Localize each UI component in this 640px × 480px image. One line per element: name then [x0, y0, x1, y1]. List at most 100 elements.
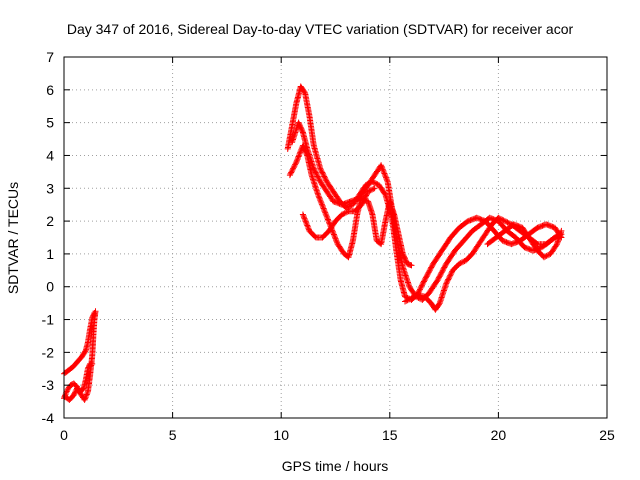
data-point: [500, 217, 507, 224]
data-point: [439, 267, 446, 274]
data-point: [369, 186, 375, 193]
chart-title: Day 347 of 2016, Sidereal Day-to-day VTE…: [67, 21, 574, 37]
data-point: [460, 258, 467, 265]
data-point: [297, 148, 304, 155]
data-point: [314, 172, 320, 179]
plot-frame: [63, 56, 608, 419]
data-point: [320, 204, 326, 211]
data-point: [496, 215, 503, 222]
y-tick-label: 6: [46, 82, 54, 98]
data-point: [318, 201, 325, 208]
y-tick-label: 0: [46, 279, 54, 295]
data-point: [310, 165, 317, 172]
data-point: [446, 273, 453, 280]
data-point: [290, 164, 297, 171]
data-point: [304, 223, 311, 230]
data-point: [458, 259, 465, 266]
data-point: [404, 297, 411, 304]
x-tick-label: 0: [60, 427, 68, 443]
data-point: [330, 230, 337, 237]
data-point: [418, 282, 425, 289]
data-point: [444, 277, 451, 284]
data-point: [286, 172, 293, 179]
data-point: [342, 209, 349, 216]
x-axis-label: GPS time / hours: [282, 458, 389, 474]
data-point: [415, 289, 422, 295]
data-point: [331, 232, 338, 239]
data-point: [420, 279, 427, 286]
data-point: [317, 165, 324, 172]
data-point: [373, 180, 380, 187]
y-tick-label: 2: [46, 213, 54, 229]
data-point: [372, 180, 378, 186]
data-point: [457, 260, 464, 267]
x-tick-label: 25: [599, 427, 615, 443]
data-point: [334, 239, 341, 246]
data-point: [359, 199, 366, 206]
data-point: [319, 170, 326, 177]
data-point: [360, 197, 367, 204]
y-tick-label: 4: [46, 147, 54, 163]
data-point: [322, 211, 329, 217]
data-point: [380, 169, 387, 176]
data-point: [411, 293, 418, 300]
data-point: [288, 169, 295, 176]
axis-ticks: 0 5 10 15 20 25 -4 -3 -2 -1 0 1 2 3 4 5 6 7: [42, 49, 615, 443]
series-points: [61, 83, 565, 403]
data-point: [503, 218, 510, 225]
data-point: [498, 216, 504, 223]
data-point: [447, 271, 454, 278]
grid-lines: [64, 57, 607, 418]
data-point: [70, 392, 77, 398]
data-point: [420, 278, 427, 285]
data-point: [379, 166, 386, 173]
data-point: [495, 214, 502, 221]
data-point: [363, 192, 370, 199]
data-point: [417, 285, 424, 291]
data-point: [363, 191, 370, 198]
data-point: [381, 171, 388, 178]
data-point: [361, 196, 368, 203]
data-point: [315, 191, 322, 198]
data-point: [339, 211, 345, 218]
data-point: [292, 161, 299, 168]
y-tick-label: 1: [46, 246, 54, 262]
data-point: [303, 221, 310, 228]
x-tick-label: 5: [169, 427, 177, 443]
data-point: [412, 293, 419, 300]
data-point: [319, 169, 326, 176]
data-point: [314, 173, 321, 180]
data-point: [312, 168, 319, 175]
data-point: [541, 254, 547, 261]
x-tick-label: 10: [273, 427, 289, 443]
data-point: [407, 295, 414, 302]
data-point: [501, 218, 508, 225]
data-point: [426, 267, 433, 274]
data-point: [558, 227, 565, 234]
data-series: [61, 83, 565, 403]
data-point: [365, 188, 372, 195]
data-point: [288, 168, 295, 175]
data-point: [301, 215, 308, 222]
data-point: [408, 262, 415, 269]
data-point: [405, 296, 412, 303]
data-point: [296, 152, 303, 159]
data-point: [316, 194, 323, 201]
x-tick-label: 15: [382, 427, 398, 443]
data-point: [361, 195, 368, 202]
data-point: [403, 297, 410, 304]
data-point: [340, 210, 347, 217]
data-point: [63, 388, 70, 395]
data-point: [362, 193, 369, 200]
data-point: [370, 185, 377, 192]
data-point: [315, 174, 322, 181]
data-point: [544, 252, 551, 259]
data-point: [366, 187, 373, 194]
data-point: [320, 172, 327, 179]
data-point: [290, 165, 297, 172]
data-point: [333, 237, 339, 243]
data-point: [443, 279, 450, 286]
data-point: [341, 210, 348, 217]
x-tick-label: 20: [491, 427, 507, 443]
data-point: [359, 200, 366, 207]
